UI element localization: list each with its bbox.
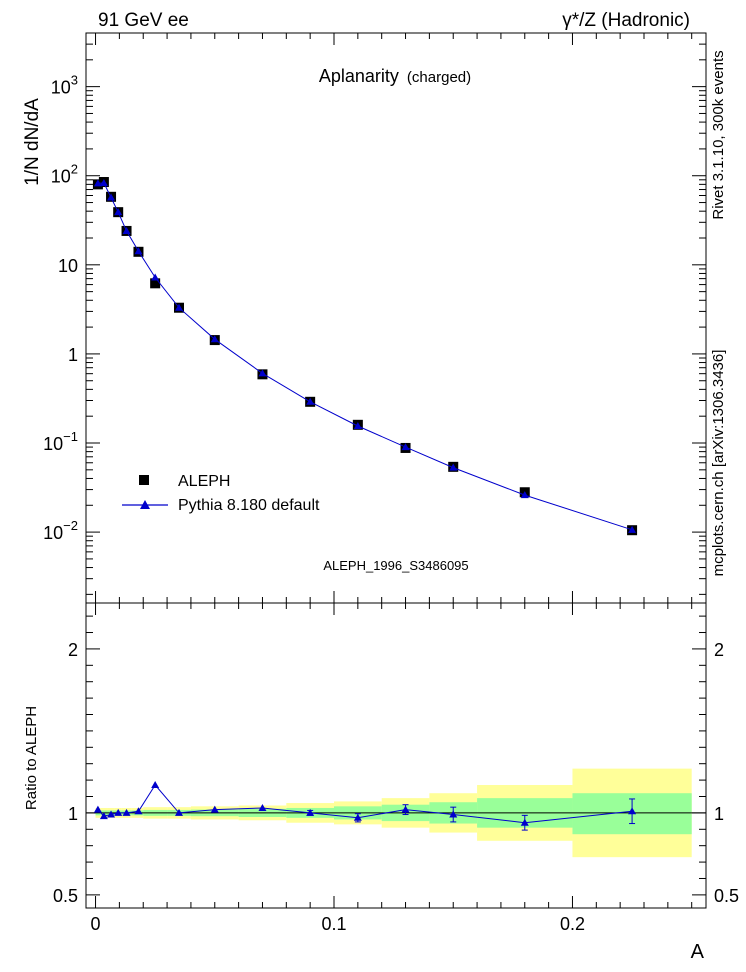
- legend-pythia-label: Pythia 8.180 default: [178, 497, 320, 514]
- x-tick-label: 0.2: [560, 914, 585, 934]
- upper-y-tick-label: 102: [51, 162, 78, 187]
- chart-title: Aplanarity (charged): [319, 66, 471, 86]
- lower-y-tick-label: 2: [68, 640, 78, 660]
- aleph-point: [150, 278, 161, 289]
- legend-aleph-label: ALEPH: [178, 473, 230, 490]
- lower-y-tick-label-right: 2: [714, 640, 724, 660]
- ratio-point: [401, 805, 410, 813]
- mcplots-label: mcplots.cern.ch [arXiv:1306.3436]: [710, 350, 727, 577]
- upper-y-tick-exponent: 2: [71, 162, 78, 177]
- pythia-point: [151, 273, 160, 281]
- upper-y-tick-mantissa: 10: [51, 167, 71, 187]
- upper-y-tick-mantissa: 10: [51, 78, 71, 98]
- ratio-point: [93, 805, 102, 813]
- header-right: γ*/Z (Hadronic): [562, 10, 690, 31]
- pythia-point: [353, 422, 362, 430]
- pythia-point: [122, 226, 131, 234]
- lower-axes: 0 0.1 0.2 0.5 0.5 1 1 2 2: [53, 602, 739, 934]
- upper-y-tick-mantissa: 10: [58, 256, 78, 276]
- ratio-point: [151, 781, 160, 789]
- upper-y-tick-exponent: −2: [63, 518, 78, 533]
- pythia-point: [628, 525, 637, 533]
- ratio-point: [306, 808, 315, 816]
- pythia-point: [107, 193, 116, 201]
- pythia-point: [306, 397, 315, 405]
- lower-y-axis-label: Ratio to ALEPH: [23, 706, 40, 810]
- header-right-process: γ*/Z: [562, 10, 596, 31]
- x-axis-label: A: [691, 941, 705, 963]
- ratio-point: [122, 808, 131, 816]
- upper-y-tick-mantissa: 10: [43, 523, 63, 543]
- upper-y-tick-label: 10−1: [43, 429, 78, 454]
- ratio-point: [175, 808, 183, 816]
- ratio-point: [99, 812, 108, 820]
- ratio-line: [97, 784, 633, 824]
- upper-frame: [85, 32, 707, 604]
- ratio-point: [210, 805, 219, 813]
- upper-y-tick-label: 1: [68, 345, 78, 365]
- lower-y-tick-label-right: 0.5: [714, 886, 739, 906]
- pythia-point: [93, 179, 102, 187]
- lower-y-tick-label: 0.5: [53, 886, 78, 906]
- ratio-point: [107, 810, 116, 818]
- lower-y-tick-label-right: 1: [714, 804, 724, 824]
- ratio-point: [353, 813, 362, 821]
- upper-y-tick-mantissa: 1: [68, 345, 78, 365]
- lower-y-tick-label: 1: [68, 804, 78, 824]
- pythia-point: [520, 491, 529, 499]
- ratio-point: [114, 808, 123, 816]
- header-left: 91 GeV ee: [98, 10, 189, 31]
- x-tick-label: 0: [91, 914, 101, 934]
- legend-aleph-marker: [139, 475, 149, 485]
- upper-y-axis-label: 1/N dN/dA: [22, 98, 43, 186]
- ratio-point: [520, 818, 529, 826]
- upper-y-tick-exponent: −1: [63, 429, 78, 444]
- upper-y-tick-label: 103: [51, 73, 78, 98]
- analysis-id-label: ALEPH_1996_S3486095: [323, 558, 468, 573]
- pythia-point: [175, 303, 183, 311]
- pythia-line: [97, 182, 633, 531]
- pythia-point: [401, 443, 410, 451]
- pythia-point: [210, 335, 219, 343]
- upper-data: [92, 177, 638, 536]
- upper-y-tick-label: 10−2: [43, 518, 78, 543]
- upper-y-tick-exponent: 3: [71, 73, 78, 88]
- pythia-point: [258, 369, 267, 377]
- ratio-point: [258, 803, 267, 811]
- chart-title-main: Aplanarity: [319, 66, 399, 86]
- legend-pythia-marker: [140, 500, 150, 509]
- upper-y-tick-label: 10: [58, 256, 78, 276]
- ratio-point: [449, 810, 458, 818]
- ratio-point: [134, 807, 143, 815]
- header-right-suffix: (Hadronic): [601, 10, 690, 31]
- x-tick-label: 0.1: [321, 914, 346, 934]
- lower-frame: [85, 602, 707, 909]
- pythia-point: [134, 247, 143, 255]
- legend: ALEPH Pythia 8.180 default: [122, 473, 320, 514]
- upper-y-tick-mantissa: 10: [43, 434, 63, 454]
- rivet-version-label: Rivet 3.1.10, 300k events: [710, 50, 727, 219]
- chart-title-sub: (charged): [407, 69, 471, 86]
- lower-data: [86, 768, 706, 858]
- pythia-point: [99, 178, 108, 186]
- pythia-point: [449, 463, 458, 471]
- ratio-point: [628, 807, 637, 815]
- pythia-point: [114, 208, 123, 216]
